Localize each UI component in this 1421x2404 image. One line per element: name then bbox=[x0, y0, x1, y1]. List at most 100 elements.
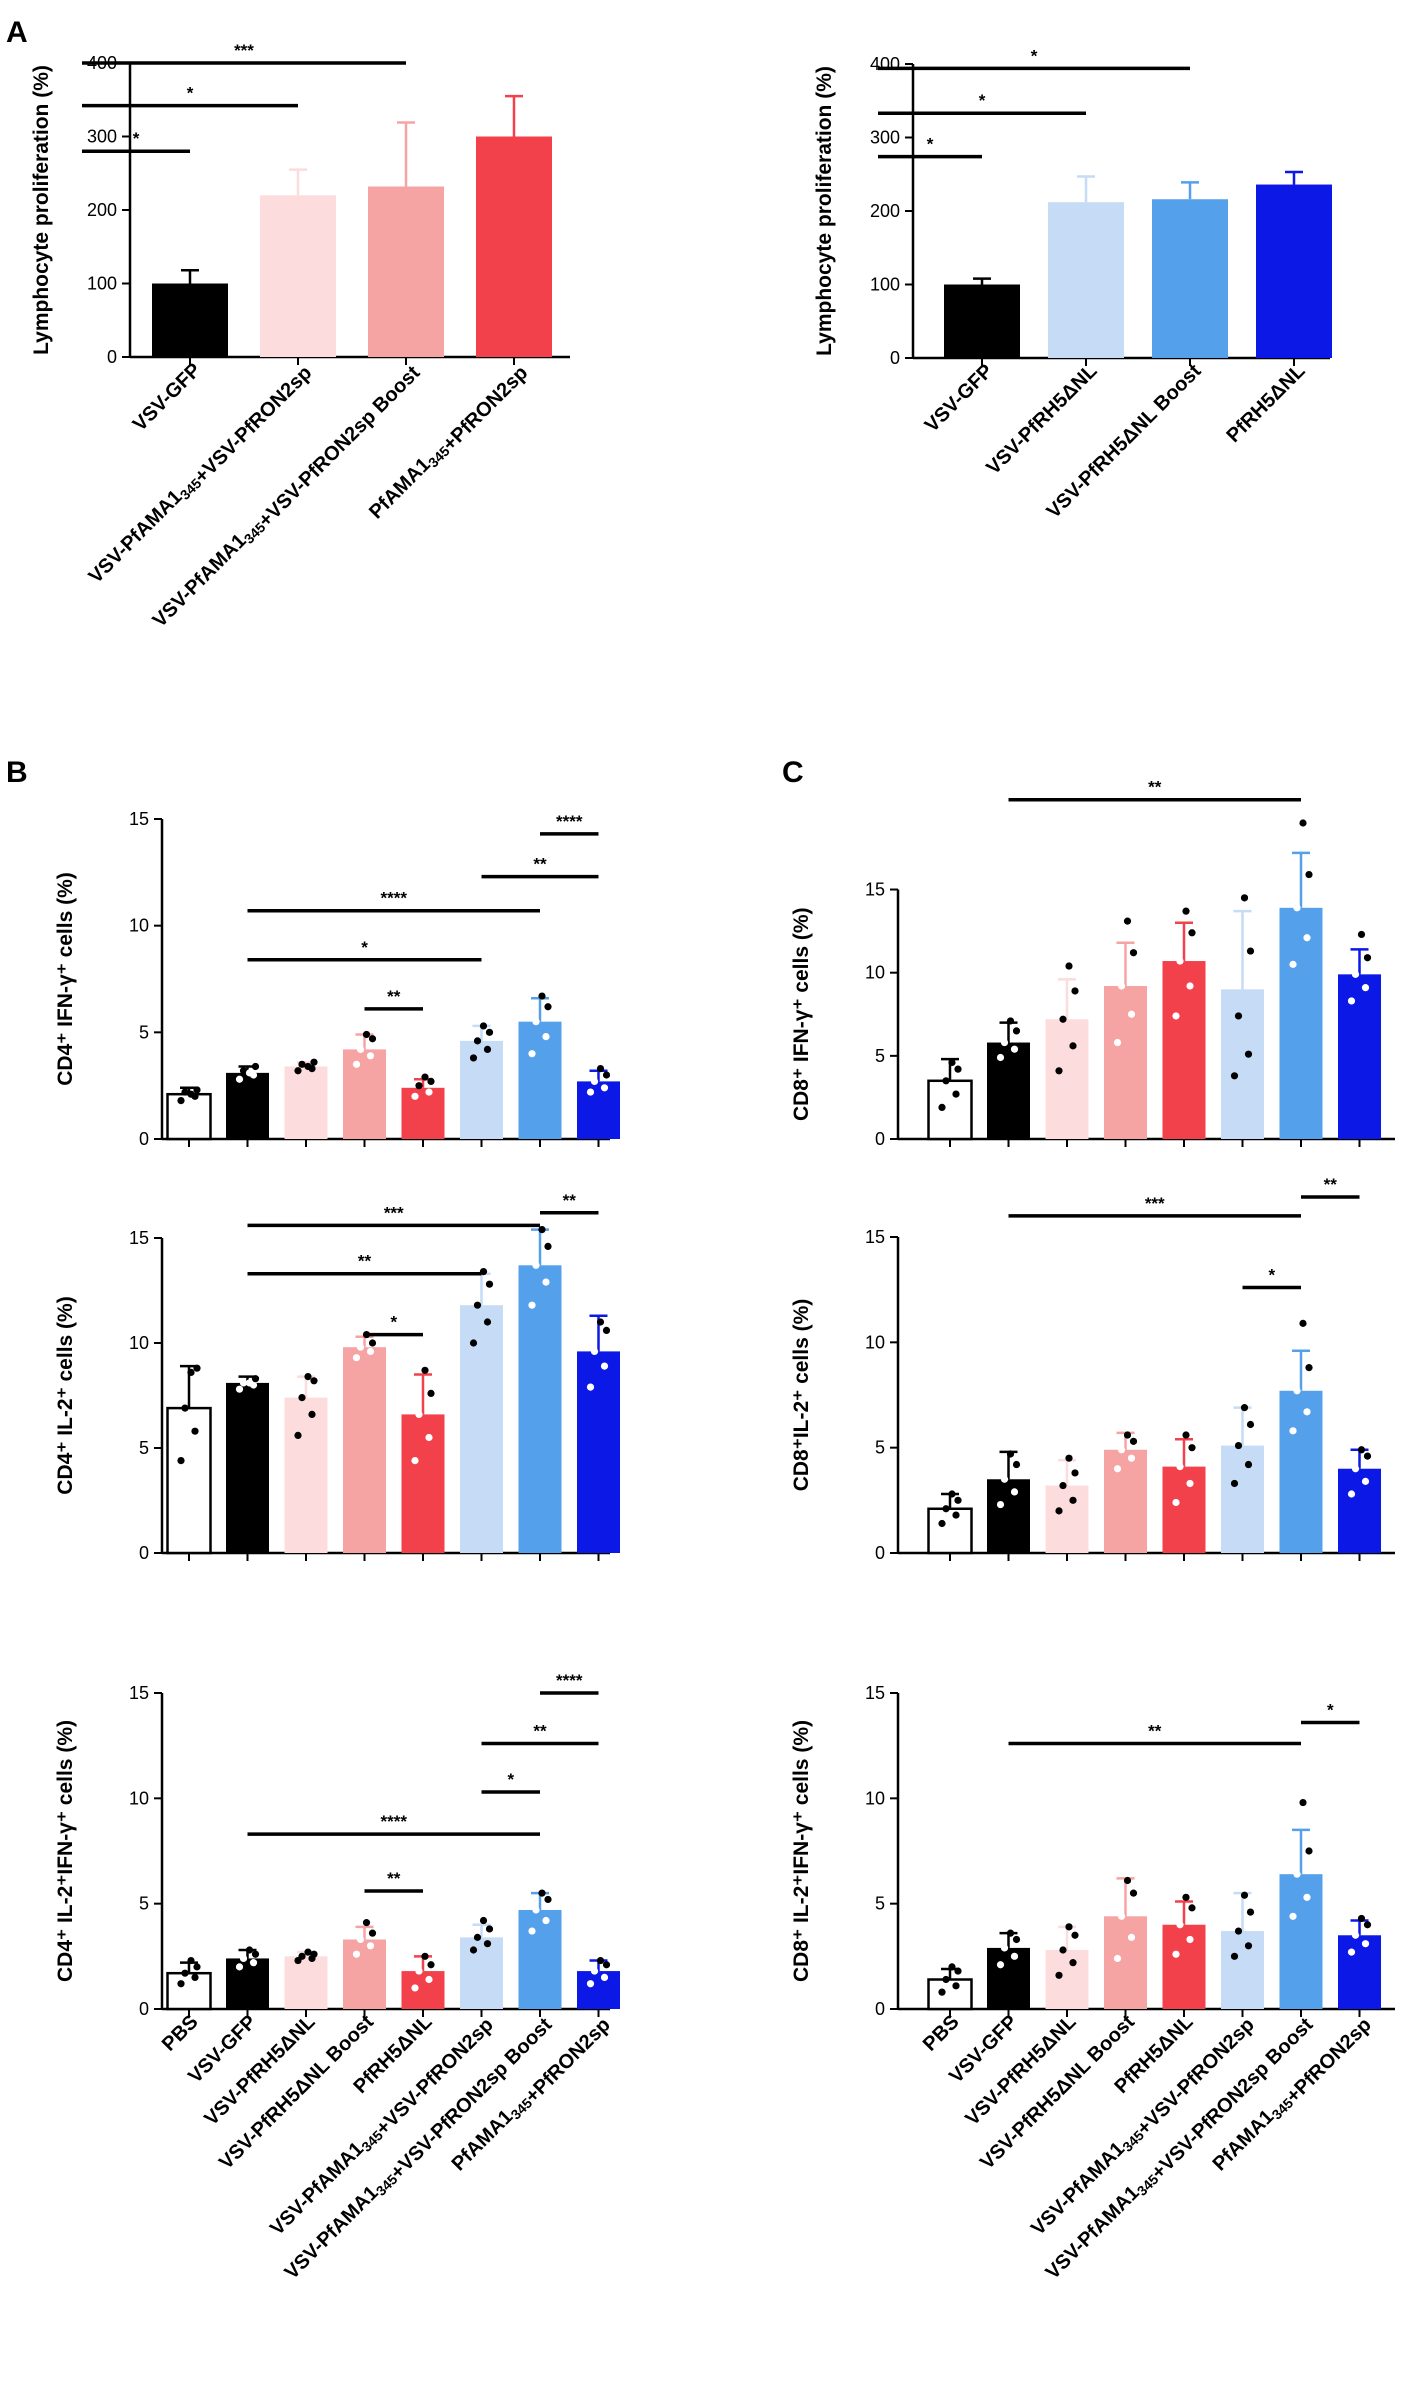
data-point bbox=[193, 1364, 201, 1372]
data-point bbox=[191, 1973, 199, 1981]
data-point bbox=[187, 1956, 195, 1965]
bar bbox=[166, 1971, 212, 2011]
data-point bbox=[421, 1366, 429, 1374]
y-tick-label: 100 bbox=[87, 274, 117, 294]
data-point bbox=[1172, 1498, 1180, 1507]
bar bbox=[1256, 184, 1332, 358]
x-tick-label: VSV-PfAMA1345+VSV-PfRON2sp bbox=[266, 2011, 498, 2243]
bar bbox=[1104, 1449, 1147, 1553]
data-point bbox=[1305, 1847, 1313, 1855]
data-point bbox=[483, 1045, 492, 1053]
y-tick-label: 0 bbox=[875, 1999, 885, 2019]
data-point bbox=[362, 1919, 371, 1927]
data-point bbox=[473, 1301, 482, 1309]
x-tick-label: VSV-PfAMA1345+VSV-PfRON2sp bbox=[85, 359, 317, 591]
x-tick-label: PfRH5ΔNL bbox=[1223, 360, 1310, 447]
y-axis-label: CD4⁺ IFN-γ⁺ cells (%) bbox=[54, 872, 77, 1086]
data-point bbox=[1361, 984, 1370, 992]
y-tick-label: 10 bbox=[129, 1333, 149, 1353]
data-point bbox=[181, 1969, 189, 1977]
significance-label: * bbox=[1268, 1266, 1275, 1285]
data-point bbox=[249, 1959, 258, 1967]
data-point bbox=[996, 1053, 1005, 1062]
y-tick-label: 5 bbox=[139, 1022, 149, 1042]
data-point bbox=[954, 1065, 962, 1073]
bar bbox=[260, 195, 336, 357]
data-point bbox=[1069, 1959, 1077, 1967]
data-point bbox=[352, 1354, 361, 1362]
data-point bbox=[1113, 1038, 1122, 1047]
data-point bbox=[1293, 1870, 1301, 1878]
data-point bbox=[1240, 1891, 1249, 1899]
data-point bbox=[187, 1368, 195, 1376]
data-point bbox=[415, 1082, 423, 1090]
data-point bbox=[411, 1984, 419, 1992]
data-point bbox=[1246, 1420, 1255, 1429]
data-point bbox=[1351, 970, 1360, 978]
data-point bbox=[544, 1895, 552, 1904]
data-point bbox=[1006, 1929, 1015, 1937]
data-point bbox=[1055, 1067, 1063, 1075]
data-point bbox=[310, 1950, 318, 1958]
significance-label: ** bbox=[533, 1722, 547, 1741]
data-point bbox=[352, 1060, 361, 1068]
data-point bbox=[1293, 904, 1301, 912]
y-tick-label: 0 bbox=[139, 1129, 149, 1149]
data-point bbox=[1012, 1460, 1021, 1469]
data-point bbox=[1000, 1475, 1009, 1483]
significance-label: *** bbox=[1145, 1194, 1165, 1213]
data-point bbox=[473, 1037, 482, 1045]
data-point bbox=[1303, 1893, 1311, 1901]
bar bbox=[1221, 1931, 1264, 2009]
data-point bbox=[235, 1963, 244, 1971]
bar bbox=[927, 1079, 973, 1141]
data-point bbox=[1234, 1927, 1243, 1935]
data-point bbox=[356, 1935, 365, 1944]
data-point bbox=[542, 1033, 550, 1041]
data-point bbox=[483, 1318, 492, 1326]
data-point bbox=[1347, 997, 1356, 1005]
data-point bbox=[1065, 1454, 1073, 1462]
data-point bbox=[590, 1347, 599, 1355]
data-point bbox=[304, 1948, 312, 1956]
data-point bbox=[952, 1511, 960, 1519]
data-point bbox=[469, 1054, 478, 1062]
data-point bbox=[239, 1379, 248, 1387]
bar bbox=[1221, 1445, 1264, 1553]
y-tick-label: 15 bbox=[865, 880, 885, 900]
bar bbox=[284, 1397, 328, 1553]
bar bbox=[1221, 989, 1264, 1139]
significance-label: ** bbox=[387, 1869, 401, 1888]
data-point bbox=[938, 1103, 946, 1111]
data-point bbox=[368, 1339, 377, 1347]
bar bbox=[1338, 1935, 1381, 2009]
data-point bbox=[1230, 1072, 1239, 1080]
data-point bbox=[954, 1967, 962, 1975]
bar bbox=[944, 284, 1020, 358]
significance-label: **** bbox=[381, 1812, 408, 1831]
bar bbox=[518, 1265, 562, 1553]
data-point bbox=[1117, 982, 1126, 990]
data-point bbox=[1000, 1944, 1009, 1952]
significance-label: ** bbox=[387, 987, 401, 1006]
data-point bbox=[479, 1022, 488, 1030]
data-point bbox=[528, 1927, 536, 1935]
data-point bbox=[1361, 1940, 1370, 1948]
bar bbox=[343, 1049, 386, 1139]
data-point bbox=[1347, 1948, 1356, 1956]
y-tick-label: 15 bbox=[865, 1227, 885, 1247]
data-point bbox=[586, 1980, 595, 1988]
bar bbox=[460, 1040, 503, 1139]
data-point bbox=[542, 1916, 550, 1925]
data-point bbox=[1357, 1914, 1366, 1923]
data-point bbox=[600, 1362, 609, 1370]
data-point bbox=[425, 1088, 433, 1096]
data-point bbox=[427, 1961, 435, 1969]
data-point bbox=[1244, 1460, 1253, 1469]
data-point bbox=[1351, 1931, 1360, 1939]
data-point bbox=[538, 1889, 546, 1897]
data-point bbox=[586, 1088, 595, 1096]
y-tick-label: 0 bbox=[139, 1543, 149, 1563]
data-point bbox=[1246, 947, 1255, 955]
